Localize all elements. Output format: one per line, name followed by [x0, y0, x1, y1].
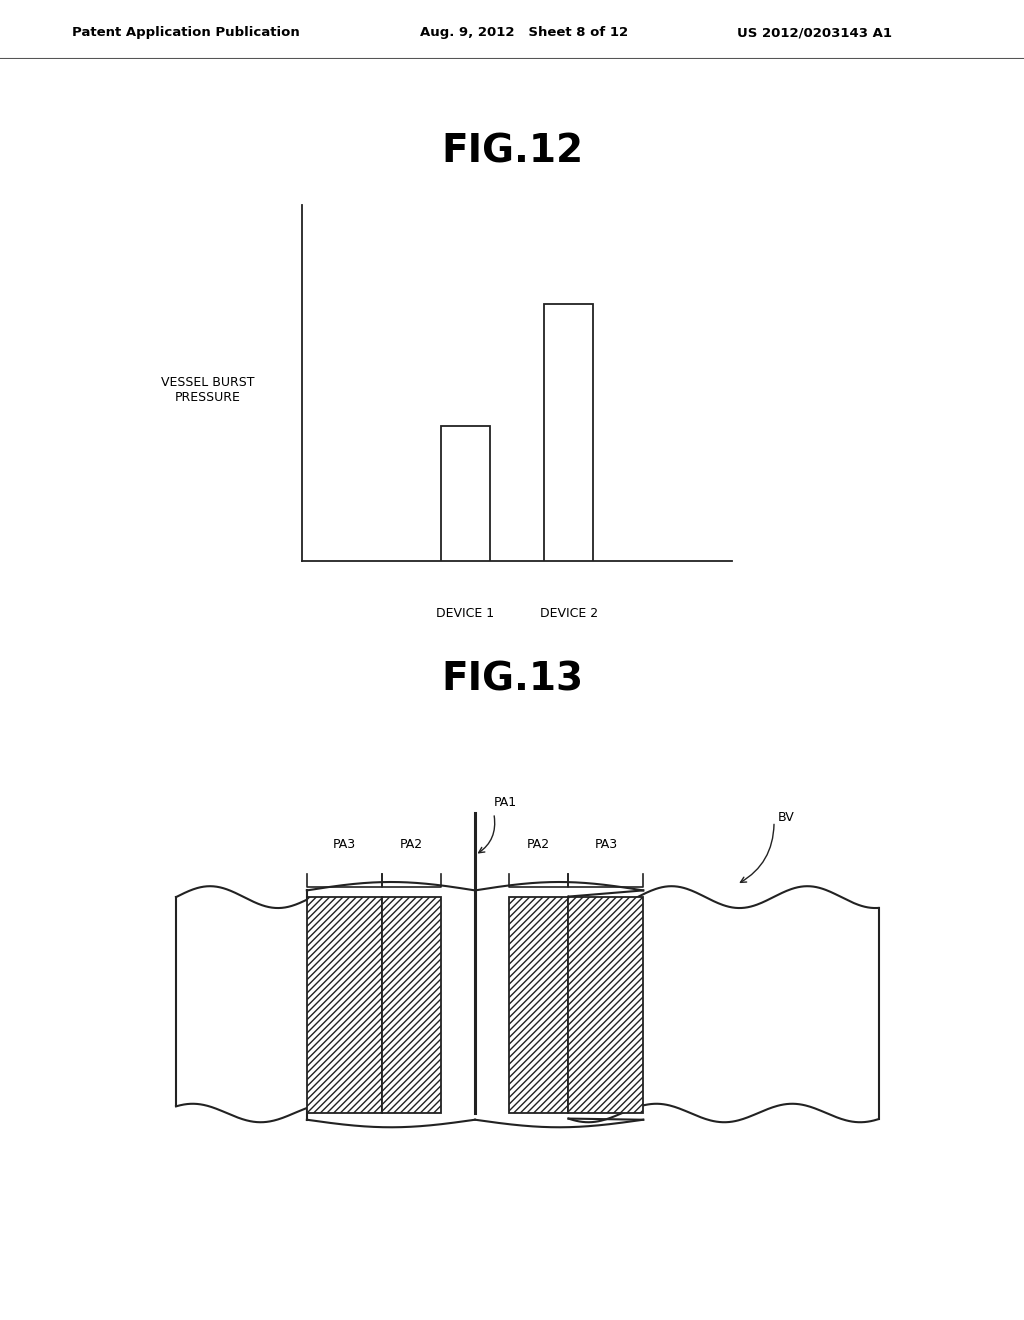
Text: Patent Application Publication: Patent Application Publication: [72, 26, 299, 40]
Bar: [568, 898, 643, 1113]
Bar: [509, 898, 568, 1113]
Bar: [382, 898, 441, 1113]
Bar: [440, 425, 490, 561]
Text: Aug. 9, 2012   Sheet 8 of 12: Aug. 9, 2012 Sheet 8 of 12: [420, 26, 628, 40]
Text: VESSEL BURST
PRESSURE: VESSEL BURST PRESSURE: [161, 376, 254, 404]
Text: FIG.12: FIG.12: [441, 133, 583, 170]
Text: PA3: PA3: [333, 838, 355, 851]
Text: PA2: PA2: [527, 838, 550, 851]
Text: US 2012/0203143 A1: US 2012/0203143 A1: [737, 26, 892, 40]
Text: PA1: PA1: [494, 796, 517, 809]
Text: PA3: PA3: [594, 838, 617, 851]
Text: DEVICE 1: DEVICE 1: [436, 607, 495, 620]
Bar: [307, 898, 382, 1113]
Text: PA2: PA2: [400, 838, 423, 851]
Bar: [544, 305, 594, 561]
Text: FIG.13: FIG.13: [441, 661, 583, 698]
Text: DEVICE 2: DEVICE 2: [540, 607, 598, 620]
Text: BV: BV: [778, 810, 795, 824]
